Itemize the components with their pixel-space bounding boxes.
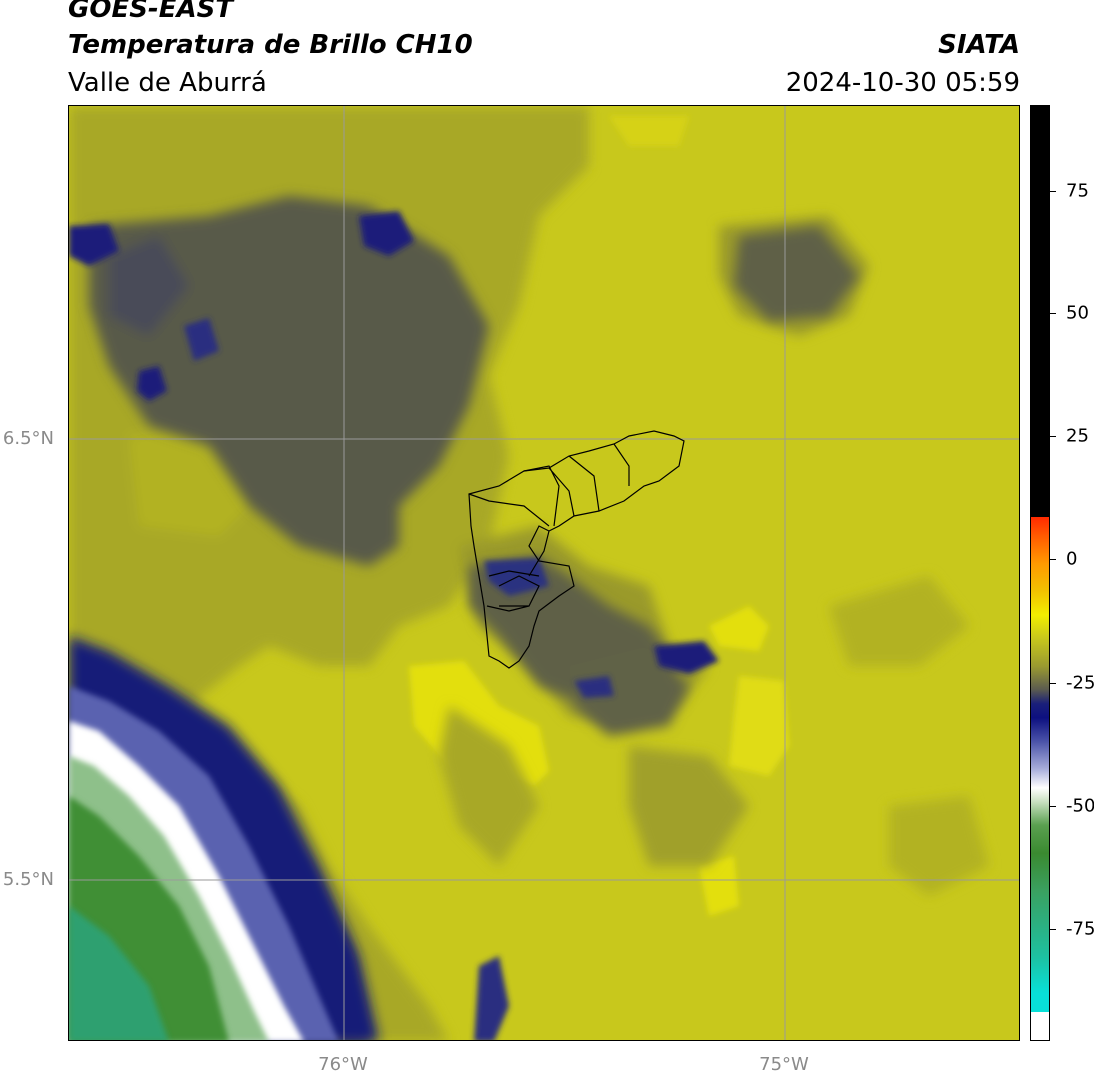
- agency-label: SIATA: [938, 30, 1020, 60]
- colorbar-label-minus-75: -75: [1066, 918, 1094, 940]
- colorbar-label-75: 75: [1066, 180, 1089, 202]
- lat-label-6-5n: 6.5°N: [2, 428, 54, 449]
- colorbar-label-minus-25: -25: [1066, 672, 1094, 694]
- graticule: [69, 106, 1019, 1040]
- colorbar-tick: [1050, 559, 1056, 560]
- colorbar-tick: [1050, 313, 1056, 314]
- colorbar-tick: [1050, 683, 1056, 684]
- lon-label-76w: 76°W: [318, 1054, 368, 1075]
- very-cold-tops: [69, 211, 719, 698]
- datetime-label: 2024-10-30 05:59: [785, 68, 1020, 98]
- colorbar-tick: [1050, 191, 1056, 192]
- lat-label-5-5n: 5.5°N: [2, 869, 54, 890]
- colorbar-tick: [1050, 806, 1056, 807]
- region-label: Valle de Aburrá: [68, 68, 267, 98]
- brightness-temperature-map[interactable]: [68, 105, 1020, 1041]
- basin-boundary: [468, 430, 685, 669]
- municipal-borders: [468, 443, 630, 612]
- colorbar-label-25: 25: [1066, 425, 1089, 447]
- colorbar: [1030, 105, 1050, 1041]
- product-title: Temperatura de Brillo CH10: [68, 30, 473, 60]
- colorbar-tick: [1050, 929, 1056, 930]
- satellite-title: GOES-EAST: [68, 0, 234, 24]
- southern-cold-streak: [474, 956, 509, 1040]
- map-canvas: [69, 106, 1019, 1040]
- colorbar-label-minus-50: -50: [1066, 795, 1094, 817]
- colorbar-label-0: 0: [1066, 548, 1078, 570]
- lon-label-75w: 75°W: [759, 1054, 809, 1075]
- basin-outline: [468, 430, 685, 669]
- colorbar-label-50: 50: [1066, 302, 1089, 324]
- colorbar-tick: [1050, 436, 1056, 437]
